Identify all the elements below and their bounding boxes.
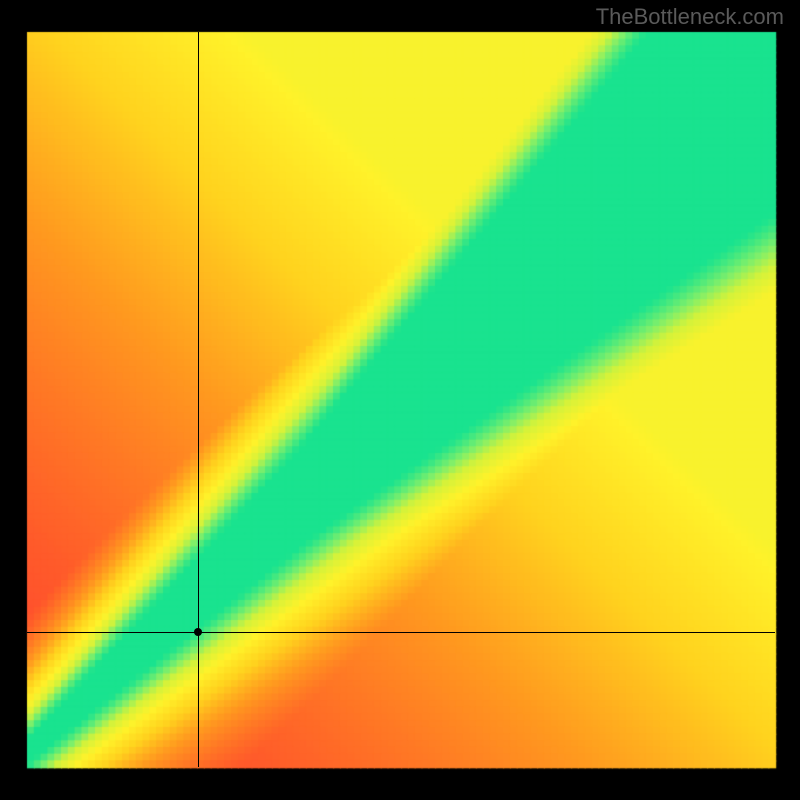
crosshair-point [194,628,202,636]
crosshair-horizontal [27,632,775,633]
chart-container: TheBottleneck.com [0,0,800,800]
plot-area [27,32,775,767]
chart-outer [0,0,800,800]
attribution-text: TheBottleneck.com [596,4,784,29]
attribution-link[interactable]: TheBottleneck.com [596,4,784,30]
crosshair-vertical [198,32,199,767]
